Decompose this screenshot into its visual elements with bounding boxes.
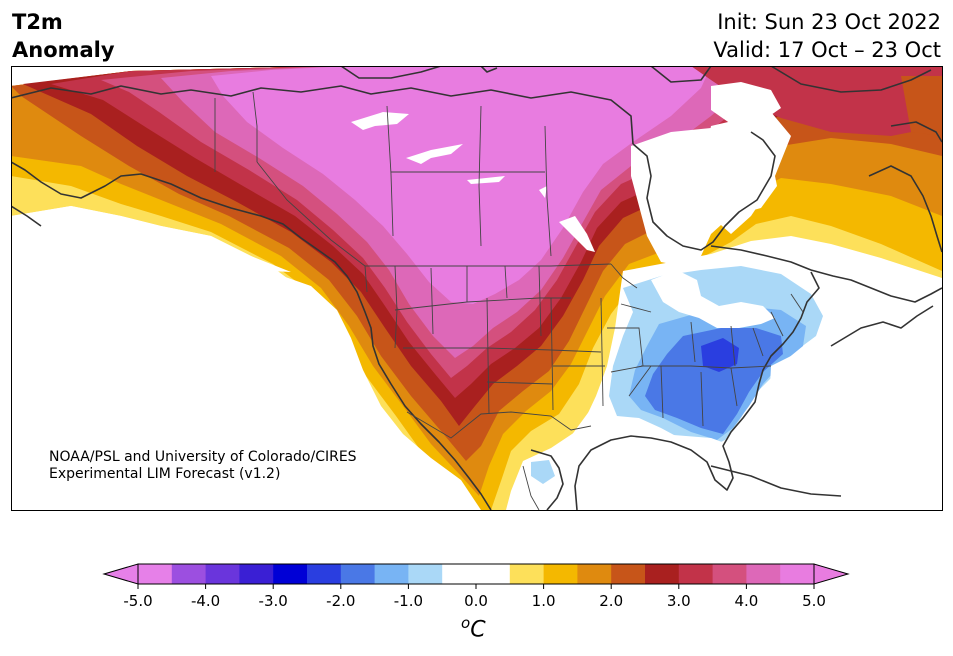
colorbar-cell <box>138 564 173 584</box>
colorbar-cell <box>171 564 206 584</box>
title-line-2: Anomaly <box>12 38 115 62</box>
colorbar-cell <box>340 564 375 584</box>
colorbar-cell <box>746 564 781 584</box>
colorbar-cell <box>577 564 612 584</box>
map-title: T2m Anomaly <box>12 8 115 64</box>
attribution: NOAA/PSL and University of Colorado/CIRE… <box>49 449 357 483</box>
colorbar-low-arrow <box>102 563 139 585</box>
colorbar-cell <box>476 564 511 584</box>
forecast-dates: Init: Sun 23 Oct 2022 Valid: 17 Oct – 23… <box>713 8 941 64</box>
band-blue <box>645 328 783 434</box>
colorbar-cell <box>408 564 443 584</box>
atlantic-ocean <box>763 342 942 510</box>
coastlines <box>11 66 942 510</box>
colorbar-tick-label: 2.0 <box>599 592 623 610</box>
lake-great-slave <box>406 144 463 164</box>
attribution-line-1: NOAA/PSL and University of Colorado/CIRE… <box>49 449 357 465</box>
colorbar-tick-label: 3.0 <box>667 592 691 610</box>
colorbar-cell <box>645 564 680 584</box>
lake-reindeer <box>539 186 547 198</box>
colorbar-cell <box>678 564 713 584</box>
arctic-water <box>711 82 781 124</box>
colorbar: -5.0 -4.0 -3.0 -2.0 -1.0 0.0 1.0 2.0 3.0 4.0 5.0 <box>102 563 850 610</box>
valid-range: Valid: 17 Oct – 23 Oct <box>713 38 941 62</box>
title-line-1: T2m <box>12 10 63 34</box>
colorbar-tick-label: 0.0 <box>464 592 488 610</box>
colorbar-cell <box>205 564 240 584</box>
colorbar-cell <box>509 564 544 584</box>
colorbar-high-arrow <box>813 563 850 585</box>
hudson-bay <box>631 128 777 266</box>
unit-degree-sign: o <box>461 614 471 632</box>
colorbar-tick-label: -4.0 <box>191 592 220 610</box>
colorbar-cell <box>611 564 646 584</box>
colorbar-unit: oC <box>461 614 486 642</box>
lake-athabasca <box>467 176 505 184</box>
colorbar-tick-label: 1.0 <box>532 592 556 610</box>
init-date: Init: Sun 23 Oct 2022 <box>717 10 941 34</box>
band-crimson-greenland <box>691 66 942 136</box>
colorbar-cell <box>374 564 409 584</box>
colorbar-tick-label: -2.0 <box>326 592 355 610</box>
unit-letter: C <box>470 617 486 643</box>
band-magenta <box>211 66 711 304</box>
attribution-line-2: Experimental LIM Forecast (v1.2) <box>49 466 281 482</box>
gulf-of-alaska <box>11 206 291 272</box>
colorbar-tick-label: -1.0 <box>394 592 423 610</box>
anomaly-map <box>11 66 943 511</box>
colorbar-tick-label: -3.0 <box>259 592 288 610</box>
colorbar-cell <box>712 564 747 584</box>
band-royal <box>701 338 739 372</box>
colorbar-cell <box>442 564 477 584</box>
lake-winnipeg <box>559 216 595 252</box>
band-rust-greenland <box>901 76 942 136</box>
colorbar-cell <box>273 564 308 584</box>
colorbar-cell <box>543 564 578 584</box>
borders <box>214 91 804 510</box>
colorbar-cell <box>239 564 274 584</box>
gulf-of-mexico <box>551 426 791 510</box>
colorbar-tick-label: 5.0 <box>802 592 826 610</box>
colorbar-cell <box>307 564 342 584</box>
band-paleblue-mexico <box>531 460 555 484</box>
lake-great-bear <box>351 112 409 130</box>
colorbar-cell <box>780 564 815 584</box>
colorbar-tick-label: 4.0 <box>734 592 758 610</box>
colorbar-tick-label: -5.0 <box>123 592 152 610</box>
pacific-ocean <box>11 262 481 510</box>
great-lakes <box>651 270 775 328</box>
